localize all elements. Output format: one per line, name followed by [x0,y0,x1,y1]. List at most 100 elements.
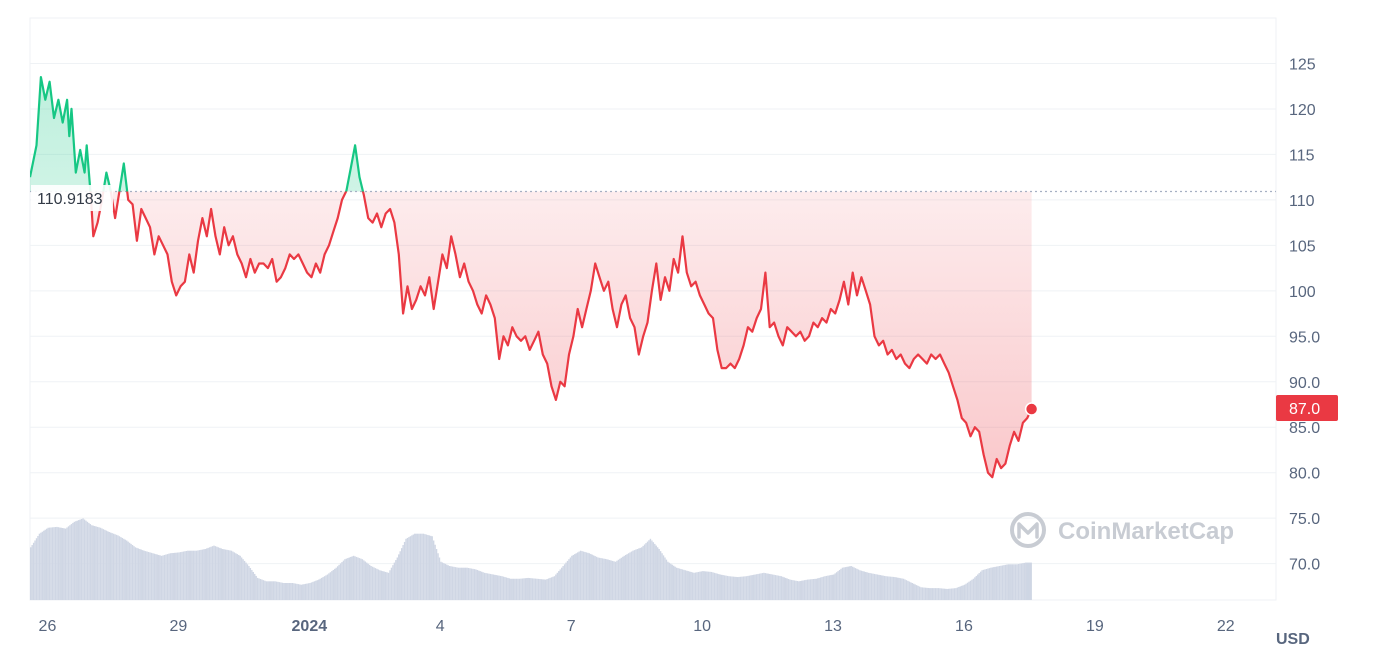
volume-bar [194,550,196,600]
volume-bar [147,551,150,600]
volume-bar [415,533,417,600]
volume-bar [155,554,157,600]
volume-bar [606,559,608,600]
volume-bar [894,577,896,600]
volume-bar [673,565,675,600]
volume-bar [331,571,333,600]
volume-bar [430,535,432,600]
volume-bar [670,563,672,600]
volume-bar [881,575,883,600]
volume-bar [913,583,915,600]
volume-bar [713,572,716,600]
volume-bar [702,571,704,600]
volume-bar [633,550,636,600]
volume-bar [559,569,561,600]
volume-bar [227,550,230,600]
volume-bar [613,561,615,600]
volume-bar [895,577,897,600]
volume-bar [972,578,975,600]
volume-bar [808,579,810,600]
volume-bar [739,576,742,600]
volume-bar [965,583,967,600]
volume-bar [66,527,68,600]
volume-bar [223,549,225,600]
volume-bar [883,575,886,600]
volume-bar [837,571,839,600]
volume-bar [563,564,566,600]
volume-bar [956,587,959,600]
volume-bar [741,576,743,600]
volume-bar [844,567,847,600]
volume-bar [123,538,125,600]
volume-bar [782,576,784,600]
volume-bar [216,546,218,600]
volume-bar [943,588,945,600]
volume-bar [121,537,124,600]
volume-bar [453,566,455,600]
x-axis: 26 29 2024 4 7 10 13 16 19 22 [39,618,1235,635]
volume-bar [197,550,199,600]
volume-bar [47,527,49,600]
volume-bar [281,582,284,600]
volume-bar [635,549,637,600]
volume-bar [505,577,508,600]
volume-bar [748,575,751,600]
volume-bar [1017,564,1020,600]
volume-bar [507,577,509,600]
volume-bar [856,568,858,600]
volume-bar [156,554,158,600]
volume-bar [721,574,723,600]
volume-bar [512,578,515,600]
volume-bar [543,579,545,600]
volume-bar [432,540,435,600]
volume-bar [751,575,753,600]
volume-bar [475,569,477,600]
volume-bar [892,576,895,600]
volume-bar [654,543,656,600]
volume-bar [591,554,593,600]
volume-bar [662,555,665,600]
volume-bar [1027,562,1029,600]
volume-bar [891,576,893,600]
volume-bar [523,578,525,600]
volume-bar [303,584,305,600]
volume-bar [562,566,564,600]
volume-bar [262,580,265,600]
volume-bar [547,578,550,600]
volume-bar [889,576,892,600]
volume-bar [80,518,83,600]
volume-bar [1014,564,1017,600]
volume-bar [350,556,352,600]
volume-bar [300,584,302,600]
volume-bar [915,585,918,600]
volume-bar [710,571,713,600]
volume-bar [796,581,799,600]
volume-bar [144,551,147,600]
volume-bar [265,581,268,600]
volume-bar [428,535,431,600]
volume-bar [953,588,956,600]
volume-bar [979,571,982,600]
volume-bar [412,534,415,600]
volume-bar [681,569,684,600]
volume-bar [92,525,94,600]
volume-bar [383,571,385,600]
volume-bar [402,545,404,600]
price-line-down [89,191,1033,479]
volume-bar [140,549,142,600]
volume-bar [924,587,927,600]
volume-bar [406,537,409,600]
volume-bar [866,572,868,600]
price-line [30,76,1039,479]
volume-bar [993,567,995,600]
volume-bar [242,559,244,600]
volume-bar [360,558,362,600]
volume-bar [213,545,215,600]
volume-bar [248,566,250,600]
volume-bar [50,527,52,600]
volume-bar [661,553,663,600]
volume-bar [38,533,41,600]
volume-bar [166,554,169,600]
volume-bar [232,551,234,600]
volume-bar [376,568,378,600]
